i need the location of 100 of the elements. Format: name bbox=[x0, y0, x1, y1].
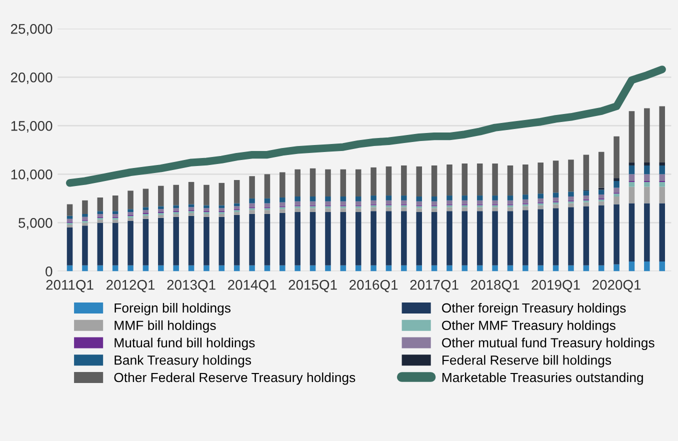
bar bbox=[583, 206, 590, 266]
bar bbox=[204, 265, 210, 272]
bar bbox=[173, 205, 179, 208]
bar bbox=[249, 214, 255, 266]
bar bbox=[158, 206, 164, 210]
bar bbox=[628, 162, 635, 166]
bar bbox=[462, 200, 468, 204]
legend-label: Federal Reserve bill holdings bbox=[442, 355, 612, 368]
bar bbox=[97, 265, 104, 272]
bar bbox=[218, 205, 225, 208]
legend-label: Other foreign Treasury holdings bbox=[442, 302, 626, 316]
x-tick-label: 2018Q1 bbox=[471, 280, 520, 292]
bar bbox=[66, 224, 73, 228]
bar bbox=[234, 214, 240, 266]
bar bbox=[310, 265, 316, 272]
bar bbox=[294, 201, 300, 206]
bar bbox=[446, 207, 452, 212]
bar bbox=[431, 265, 438, 272]
bar bbox=[97, 222, 104, 266]
bar bbox=[538, 162, 544, 194]
bar bbox=[598, 190, 604, 195]
bar bbox=[446, 265, 452, 272]
bar bbox=[158, 218, 164, 266]
bar bbox=[614, 204, 620, 264]
bar bbox=[476, 164, 483, 196]
bar bbox=[552, 208, 559, 266]
bar bbox=[598, 265, 604, 272]
bar bbox=[446, 211, 452, 266]
bar bbox=[598, 152, 604, 188]
bar bbox=[370, 196, 376, 200]
bar bbox=[401, 207, 407, 212]
bar bbox=[204, 184, 210, 206]
bar bbox=[370, 211, 376, 266]
bar bbox=[280, 197, 286, 202]
bar bbox=[583, 265, 590, 272]
bar bbox=[568, 265, 574, 272]
bar bbox=[628, 182, 635, 187]
bar bbox=[507, 165, 514, 196]
bar bbox=[462, 196, 468, 200]
bar bbox=[476, 200, 483, 204]
bar bbox=[492, 211, 498, 266]
bar bbox=[310, 168, 316, 197]
x-tick-label: 2014Q1 bbox=[228, 280, 276, 292]
bar bbox=[355, 265, 362, 272]
bar bbox=[112, 222, 118, 266]
legend-label: Foreign bill holdings bbox=[114, 302, 231, 316]
bar bbox=[568, 192, 574, 197]
bar bbox=[628, 174, 635, 181]
bar bbox=[568, 203, 574, 208]
bar bbox=[598, 194, 604, 198]
bar bbox=[204, 205, 210, 208]
bar bbox=[370, 167, 376, 196]
bar bbox=[538, 209, 544, 266]
bar bbox=[416, 212, 422, 266]
bar bbox=[280, 209, 286, 214]
bar bbox=[522, 199, 528, 204]
bar bbox=[188, 265, 194, 272]
bar bbox=[538, 205, 544, 210]
bar bbox=[234, 180, 240, 204]
x-tick-label: 2012Q1 bbox=[106, 280, 155, 292]
bar bbox=[234, 212, 240, 215]
x-tick-label: 2016Q1 bbox=[350, 280, 398, 292]
bar bbox=[355, 196, 362, 202]
bar bbox=[552, 265, 559, 272]
bar bbox=[614, 264, 620, 272]
bar bbox=[507, 207, 514, 212]
bar bbox=[492, 207, 498, 212]
legend-label: Bank Treasury holdings bbox=[114, 355, 252, 368]
bar bbox=[476, 207, 483, 212]
x-tick-label: 2011Q1 bbox=[46, 280, 94, 292]
bar bbox=[462, 265, 468, 272]
bar bbox=[522, 265, 528, 272]
bar bbox=[142, 218, 149, 266]
bar bbox=[614, 180, 620, 188]
bar bbox=[112, 211, 118, 214]
bar bbox=[644, 174, 650, 181]
bar bbox=[614, 178, 620, 181]
bar bbox=[401, 196, 407, 200]
bar bbox=[462, 207, 468, 212]
bar bbox=[340, 196, 346, 202]
bar bbox=[552, 192, 559, 198]
bar bbox=[249, 176, 255, 198]
y-tick-label: 5,000 bbox=[18, 218, 52, 230]
y-tick-label: 25,000 bbox=[10, 24, 52, 36]
bar bbox=[401, 200, 407, 204]
legend-label: MMF bill holdings bbox=[114, 320, 216, 333]
x-tick-label: 2020Q1 bbox=[592, 280, 641, 292]
bar bbox=[218, 216, 225, 266]
bar bbox=[158, 265, 164, 272]
bar bbox=[659, 203, 665, 262]
bar bbox=[401, 211, 407, 266]
bar bbox=[340, 212, 346, 266]
bar bbox=[386, 196, 392, 200]
bar bbox=[158, 209, 164, 212]
bar bbox=[644, 162, 650, 166]
bar bbox=[552, 197, 559, 202]
bar bbox=[249, 210, 255, 214]
x-tick-label: 2019Q1 bbox=[532, 280, 580, 292]
bar bbox=[234, 265, 240, 272]
bar bbox=[280, 202, 286, 206]
